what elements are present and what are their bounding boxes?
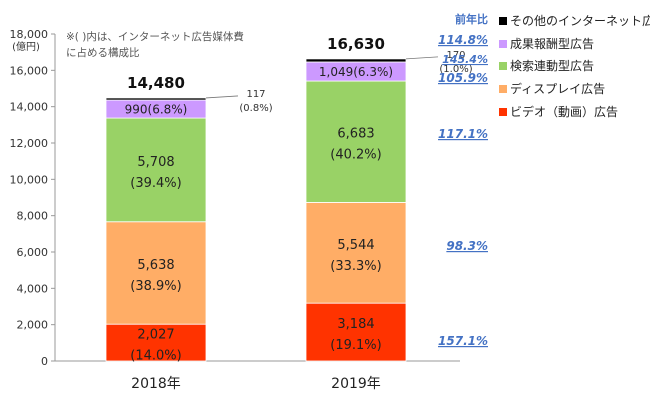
total-label: 16,630 [327, 35, 385, 53]
y-tick-label: 16,000 [10, 64, 49, 77]
legend-swatch [499, 108, 507, 116]
bar-segment [105, 221, 207, 325]
bar-segment [105, 323, 207, 362]
segment-value-label: 3,184 [337, 317, 374, 332]
legend-label: 成果報酬型広告 [510, 37, 594, 51]
yoy-value: 105.9% [438, 71, 488, 85]
segment-value-label: 5,708 [137, 155, 174, 170]
segment-value-label: 5,544 [337, 238, 374, 253]
yoy-value: 157.1% [438, 334, 488, 348]
axes: 0 2,000 4,000 6,000 8,000 10,000 12,000 14,000 1… [10, 28, 460, 392]
segment-value-label: 990 [125, 103, 148, 117]
yoy-header: 前年比 [455, 12, 488, 26]
bar-segment [305, 302, 407, 362]
legend-label: ディスプレイ広告 [510, 81, 605, 96]
y-tick-label: 10,000 [10, 173, 49, 186]
yoy-column: 前年比 114.8% 145.4% 105.9% 117.1% 98.3% 157.1% [438, 12, 488, 348]
legend-label: その他のインターネット広告 [510, 14, 650, 28]
segment-share-label: (6.8%) [148, 103, 188, 117]
legend-swatch [499, 17, 507, 25]
legend-label: 検索連動型広告 [510, 59, 594, 73]
segment-share-label: (39.4%) [130, 176, 181, 191]
callout-share-label: (0.8%) [239, 103, 272, 114]
segment-value-label: 5,638 [137, 258, 174, 273]
x-category-label: 2018年 [131, 376, 181, 392]
y-tick-label: 14,000 [10, 101, 49, 114]
bar-segment [105, 97, 207, 101]
segment-value-label: 6,683 [337, 127, 374, 142]
segment-share-label: (38.9%) [130, 279, 181, 294]
callout-line [205, 95, 239, 99]
legend: その他のインターネット広告成果報酬型広告検索連動型広告ディスプレイ広告ビデオ（動… [499, 14, 650, 119]
callout-value-label: 117 [246, 89, 265, 100]
bar-segment [305, 80, 407, 203]
callout-share-label: (1.0%) [439, 64, 472, 75]
legend-swatch [499, 85, 507, 93]
segment-share-label: (33.3%) [330, 259, 381, 274]
y-tick-label: 12,000 [10, 137, 49, 150]
y-tick-label: 2,000 [17, 319, 49, 332]
segment-share-label: (6.3%) [353, 65, 393, 79]
legend-swatch [499, 40, 507, 48]
segment-share-label: (40.2%) [330, 148, 381, 163]
bar-segment [305, 58, 407, 63]
bar-segment [305, 202, 407, 304]
segment-inline-label: 990(6.8%) [125, 103, 188, 117]
legend-label: ビデオ（動画）広告 [510, 104, 618, 119]
callout-value-label: 170 [446, 50, 465, 61]
yoy-value: 117.1% [438, 127, 488, 141]
y-axis-unit: (億円) [12, 40, 40, 53]
y-tick-label: 0 [41, 355, 48, 368]
segment-value-label: 2,027 [137, 328, 174, 343]
y-tick-label: 8,000 [17, 210, 49, 223]
y-tick-label: 6,000 [17, 246, 49, 259]
yoy-value: 98.3% [446, 239, 488, 253]
bars [105, 58, 407, 362]
segment-share-label: (19.1%) [330, 338, 381, 353]
yoy-value: 114.8% [438, 33, 488, 47]
segment-value-label: 1,049 [319, 65, 353, 79]
data-labels: 2,027(14.0%)5,638(38.9%)5,708(39.4%)990(… [125, 35, 473, 364]
total-label: 14,480 [127, 74, 185, 92]
y-tick-label: 4,000 [17, 282, 49, 295]
yoy-value: 145.4% [442, 53, 488, 66]
callout-line [405, 56, 439, 60]
note-line: に占める構成比 [66, 46, 140, 59]
segment-inline-label: 1,049(6.3%) [319, 65, 393, 79]
segment-share-label: (14.0%) [130, 349, 181, 364]
note-line: ※( )内は、インターネット広告媒体費 [66, 30, 244, 43]
y-tick-label: 18,000 [10, 28, 49, 41]
legend-swatch [499, 62, 507, 70]
x-category-label: 2019年 [331, 376, 381, 392]
